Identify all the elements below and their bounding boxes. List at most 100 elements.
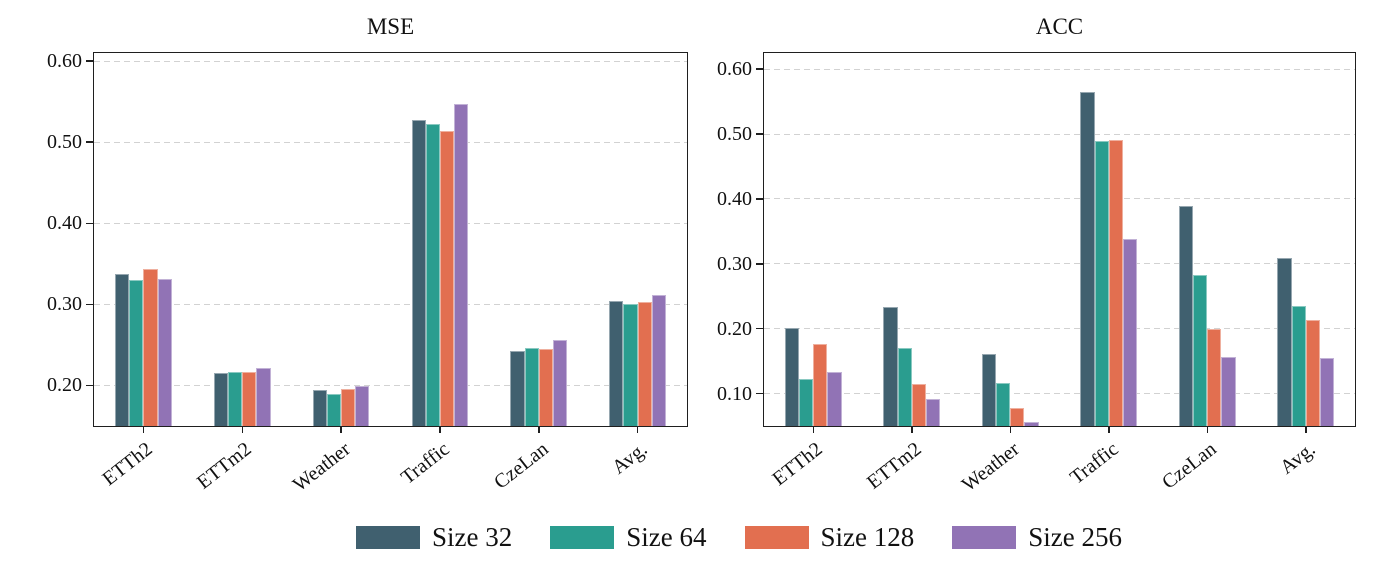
size-256-swatch-icon — [952, 525, 1017, 549]
legend: Size 32 Size 64 Size 128 Size 256 — [356, 520, 1122, 554]
x-tick — [1009, 426, 1011, 433]
bar — [242, 372, 257, 426]
y-tick-label: 0.30 — [47, 293, 82, 316]
legend-label-size-32: Size 32 — [432, 522, 513, 552]
x-tick — [1305, 426, 1307, 433]
x-tick — [340, 426, 342, 433]
x-tick — [1108, 426, 1110, 433]
bar — [157, 279, 172, 426]
bar — [996, 382, 1011, 426]
bar — [1094, 140, 1109, 426]
bar — [1291, 306, 1306, 426]
bar — [925, 398, 941, 426]
bar — [326, 393, 342, 426]
bar — [883, 307, 898, 426]
y-tick-label: 0.10 — [717, 382, 752, 405]
bar — [1277, 258, 1292, 426]
bar — [129, 280, 144, 426]
y-tick-label: 0.20 — [47, 374, 82, 397]
y-tick-label: 0.20 — [717, 317, 752, 340]
gridline — [94, 222, 687, 224]
bar — [784, 328, 800, 426]
legend-label-size-64: Size 64 — [626, 522, 707, 552]
bar — [1080, 91, 1095, 426]
gridline — [94, 303, 687, 305]
acc-plot-area — [763, 52, 1356, 427]
bar — [425, 123, 440, 426]
gridline — [764, 68, 1355, 70]
size-64-swatch-icon — [550, 525, 615, 549]
gridline — [94, 141, 687, 143]
y-tick-label: 0.50 — [717, 123, 752, 146]
x-tick — [241, 426, 243, 433]
bar — [637, 301, 652, 426]
bar — [1010, 407, 1025, 426]
size-128-swatch-icon — [744, 525, 809, 549]
x-tick — [636, 426, 639, 433]
legend-label-size-256: Size 256 — [1028, 522, 1122, 552]
bar — [609, 301, 624, 426]
y-tick — [756, 68, 764, 70]
bar — [813, 343, 828, 426]
size-32-swatch-icon — [356, 525, 420, 549]
bar — [213, 373, 229, 426]
gridline — [764, 263, 1355, 265]
acc-panel-title: ACC — [1035, 14, 1084, 39]
bar — [228, 372, 243, 426]
x-tick — [911, 426, 913, 433]
bar — [897, 348, 912, 426]
y-tick — [86, 384, 94, 387]
bar — [439, 130, 455, 426]
legend-label-size-128: Size 128 — [820, 522, 915, 552]
y-tick — [756, 327, 764, 330]
x-tick — [812, 426, 814, 433]
bar — [1108, 139, 1123, 426]
bar — [355, 386, 370, 426]
y-tick-label: 0.40 — [717, 187, 752, 210]
bar — [312, 390, 327, 426]
bar — [143, 268, 158, 426]
y-tick-label: 0.40 — [47, 212, 82, 235]
legend-item-size-32: Size 32 — [356, 520, 512, 554]
y-tick — [756, 198, 764, 200]
bar — [1221, 356, 1236, 426]
y-tick-label: 0.50 — [47, 131, 82, 154]
x-tick — [142, 426, 145, 433]
bar — [411, 119, 426, 426]
bar — [799, 378, 814, 426]
gridline — [94, 60, 687, 62]
y-tick-label: 0.60 — [47, 50, 82, 73]
gridline — [764, 198, 1355, 200]
legend-item-size-256: Size 256 — [952, 520, 1122, 554]
bar — [1305, 320, 1320, 426]
bar — [538, 348, 553, 426]
bar — [552, 340, 568, 426]
bar — [827, 371, 842, 426]
y-tick — [756, 133, 764, 135]
mse-panel-title: MSE — [366, 14, 415, 39]
x-tick — [538, 426, 540, 433]
bar — [651, 295, 666, 426]
bar — [1207, 328, 1222, 426]
gridline — [764, 328, 1355, 330]
gridline — [94, 384, 687, 386]
gridline — [764, 133, 1355, 135]
y-tick-label: 0.30 — [717, 252, 752, 275]
y-tick — [86, 222, 94, 225]
bar — [510, 351, 525, 426]
y-tick — [86, 303, 94, 306]
legend-item-size-64: Size 64 — [550, 520, 707, 554]
y-tick — [756, 263, 764, 265]
bar — [115, 273, 130, 426]
bar — [256, 367, 271, 426]
bar — [1319, 357, 1335, 426]
gridline — [764, 393, 1355, 395]
bar — [1024, 422, 1039, 426]
x-tick — [1206, 426, 1208, 433]
legend-item-size-128: Size 128 — [744, 520, 915, 554]
bar — [981, 354, 997, 426]
y-tick — [86, 60, 94, 62]
bar — [1178, 206, 1194, 426]
